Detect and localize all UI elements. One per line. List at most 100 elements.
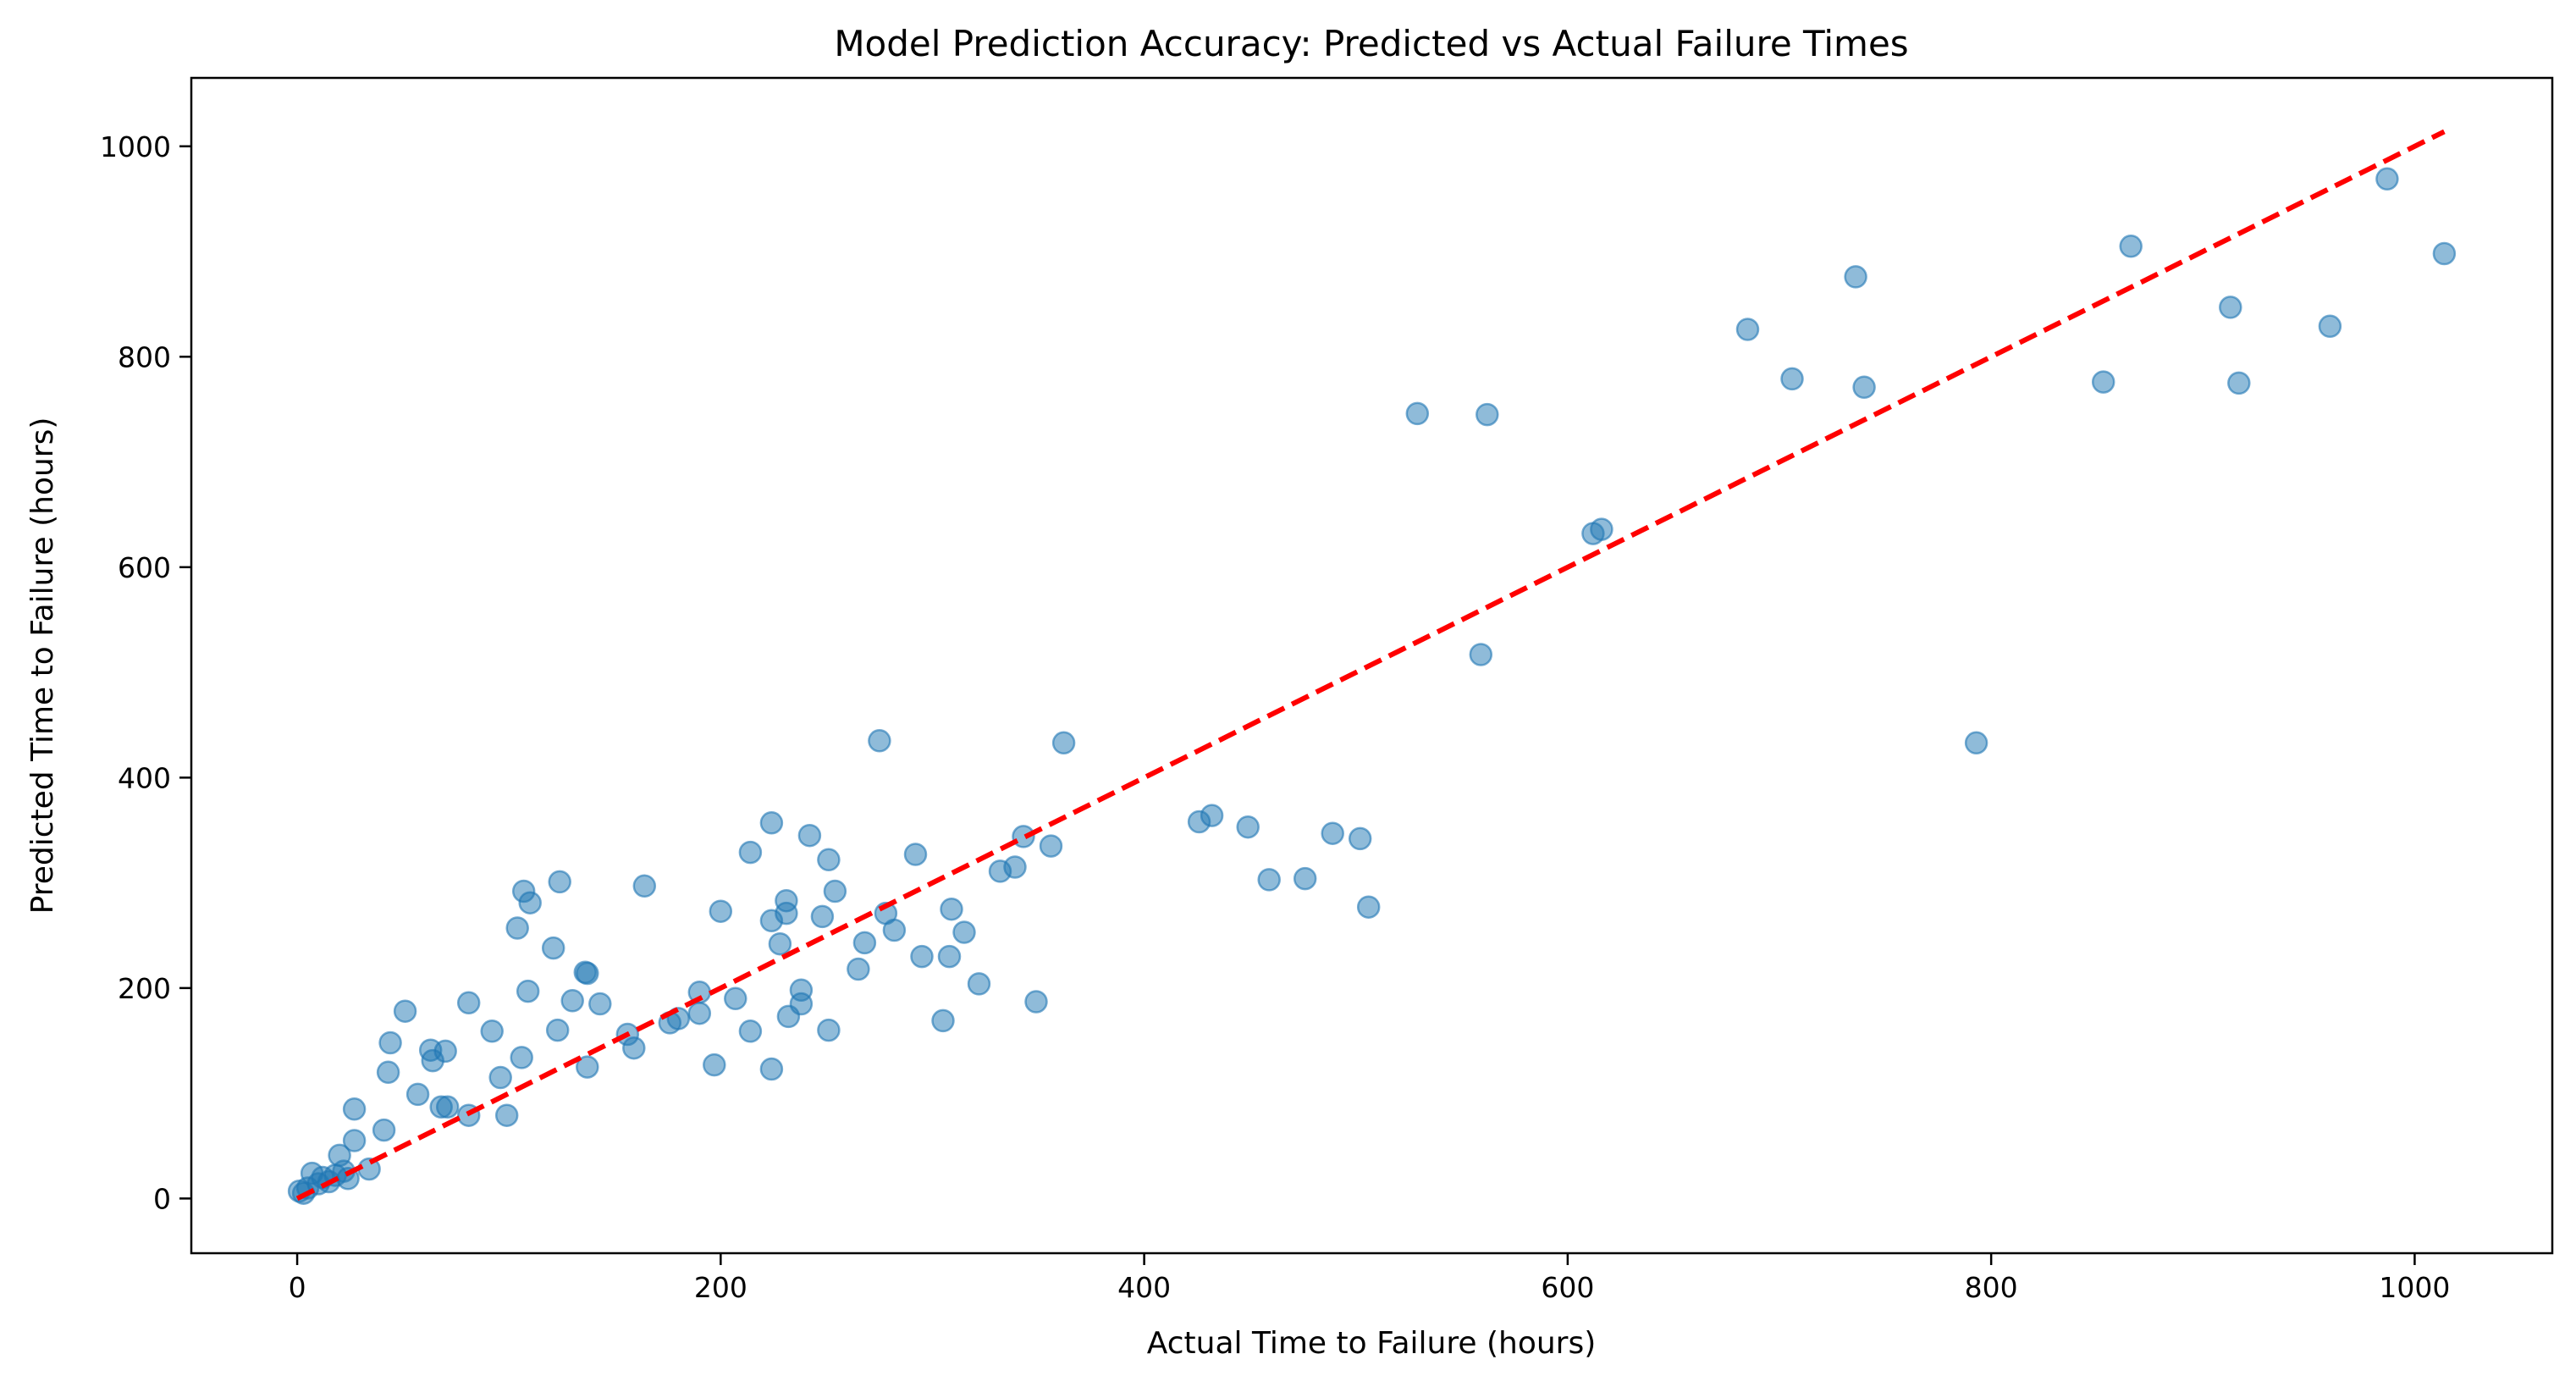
data-point-76 — [937, 944, 962, 969]
data-point-84 — [1039, 834, 1063, 858]
data-point-22 — [433, 1039, 457, 1064]
data-point-106 — [2219, 296, 2242, 319]
x-tick-label-200: 200 — [694, 1271, 747, 1304]
x-tick-label-600: 600 — [1541, 1271, 1594, 1304]
y-axis-label: Predicted Time to Failure (hours) — [25, 417, 60, 915]
data-point-99 — [1735, 318, 1760, 341]
data-point-57 — [768, 931, 792, 956]
data-point-91 — [1321, 821, 1344, 845]
x-tick-label-400: 400 — [1117, 1271, 1171, 1304]
x-axis-label: Actual Time to Failure (hours) — [1147, 1326, 1597, 1361]
data-point-81 — [1003, 855, 1027, 879]
x-axis: 0 200 400 600 800 1000 — [289, 1253, 2450, 1304]
data-point-18 — [405, 1082, 430, 1107]
data-point-110 — [2432, 241, 2457, 266]
data-point-85 — [1051, 731, 1076, 755]
data-point-102 — [1852, 375, 1876, 400]
data-point-72 — [882, 918, 907, 942]
data-point-77 — [940, 897, 963, 921]
data-point-62 — [789, 992, 814, 1016]
data-point-109 — [2375, 167, 2399, 191]
data-point-53 — [738, 840, 763, 865]
data-point-82 — [1012, 825, 1035, 848]
data-point-52 — [738, 1020, 763, 1043]
data-point-87 — [1200, 804, 1224, 827]
data-point-101 — [1844, 265, 1867, 289]
data-point-12 — [342, 1097, 367, 1121]
y-axis: 0 200 400 600 800 1000 — [100, 130, 191, 1215]
x-tick-label-0: 0 — [289, 1271, 306, 1304]
data-point-63 — [797, 823, 822, 848]
data-point-89 — [1257, 868, 1281, 892]
data-point-33 — [518, 891, 542, 915]
data-point-25 — [456, 991, 481, 1015]
data-point-100 — [1780, 367, 1804, 391]
data-point-55 — [759, 811, 784, 835]
data-point-29 — [505, 916, 529, 940]
data-point-75 — [931, 1008, 955, 1033]
data-point-83 — [1024, 990, 1048, 1014]
data-point-96 — [1476, 402, 1499, 427]
data-point-73 — [903, 843, 928, 866]
data-point-107 — [2227, 371, 2251, 395]
data-point-37 — [560, 989, 584, 1013]
data-point-68 — [847, 957, 870, 981]
data-point-56 — [759, 1057, 784, 1081]
data-point-35 — [545, 1018, 570, 1042]
data-point-95 — [1469, 643, 1493, 666]
data-point-92 — [1348, 826, 1372, 851]
data-point-40 — [576, 1055, 599, 1079]
y-tick-label-1000: 1000 — [100, 130, 171, 163]
data-point-59 — [775, 888, 798, 913]
data-point-15 — [376, 1060, 400, 1085]
data-point-48 — [687, 1001, 712, 1025]
data-point-17 — [393, 999, 417, 1023]
data-point-41 — [588, 992, 612, 1016]
y-tick-label-200: 200 — [118, 972, 171, 1005]
data-point-14 — [372, 1118, 396, 1142]
data-point-66 — [817, 1018, 841, 1042]
data-point-30 — [510, 1046, 533, 1069]
reference-line-perfect-prediction — [295, 129, 2446, 1202]
data-point-32 — [516, 979, 540, 1003]
y-tick-label-800: 800 — [118, 340, 171, 373]
data-point-27 — [488, 1065, 512, 1090]
chart-title: Model Prediction Accuracy: Predicted vs … — [834, 23, 1908, 64]
y-tick-label-0: 0 — [153, 1182, 171, 1215]
data-point-88 — [1236, 815, 1260, 839]
data-point-67 — [823, 879, 847, 903]
x-tick-label-800: 800 — [1965, 1271, 2018, 1304]
data-point-74 — [910, 944, 934, 969]
plot-frame — [190, 76, 2554, 1255]
data-points — [287, 167, 2457, 1205]
data-point-65 — [817, 848, 841, 872]
data-point-51 — [724, 986, 747, 1011]
data-point-108 — [2318, 314, 2342, 339]
data-point-78 — [952, 920, 976, 944]
x-tick-label-1000: 1000 — [2379, 1271, 2450, 1304]
data-point-28 — [494, 1103, 519, 1127]
data-point-23 — [435, 1095, 460, 1119]
data-point-70 — [868, 729, 891, 753]
data-point-16 — [378, 1031, 402, 1055]
data-point-34 — [541, 936, 565, 960]
data-point-26 — [480, 1020, 504, 1043]
y-tick-label-400: 400 — [118, 761, 171, 794]
y-tick-label-600: 600 — [118, 551, 171, 584]
data-point-103 — [1964, 731, 1989, 755]
data-point-43 — [622, 1036, 646, 1060]
data-point-64 — [810, 904, 835, 929]
data-point-105 — [2119, 235, 2143, 258]
data-point-79 — [967, 972, 991, 996]
data-point-94 — [1405, 401, 1430, 426]
data-point-104 — [2091, 370, 2115, 394]
data-point-90 — [1293, 866, 1317, 891]
data-point-50 — [709, 899, 733, 923]
data-point-36 — [548, 870, 571, 894]
data-point-11 — [342, 1129, 367, 1152]
data-point-93 — [1356, 895, 1381, 919]
data-point-44 — [632, 874, 657, 898]
data-point-49 — [703, 1053, 726, 1077]
data-point-98 — [1590, 517, 1613, 541]
